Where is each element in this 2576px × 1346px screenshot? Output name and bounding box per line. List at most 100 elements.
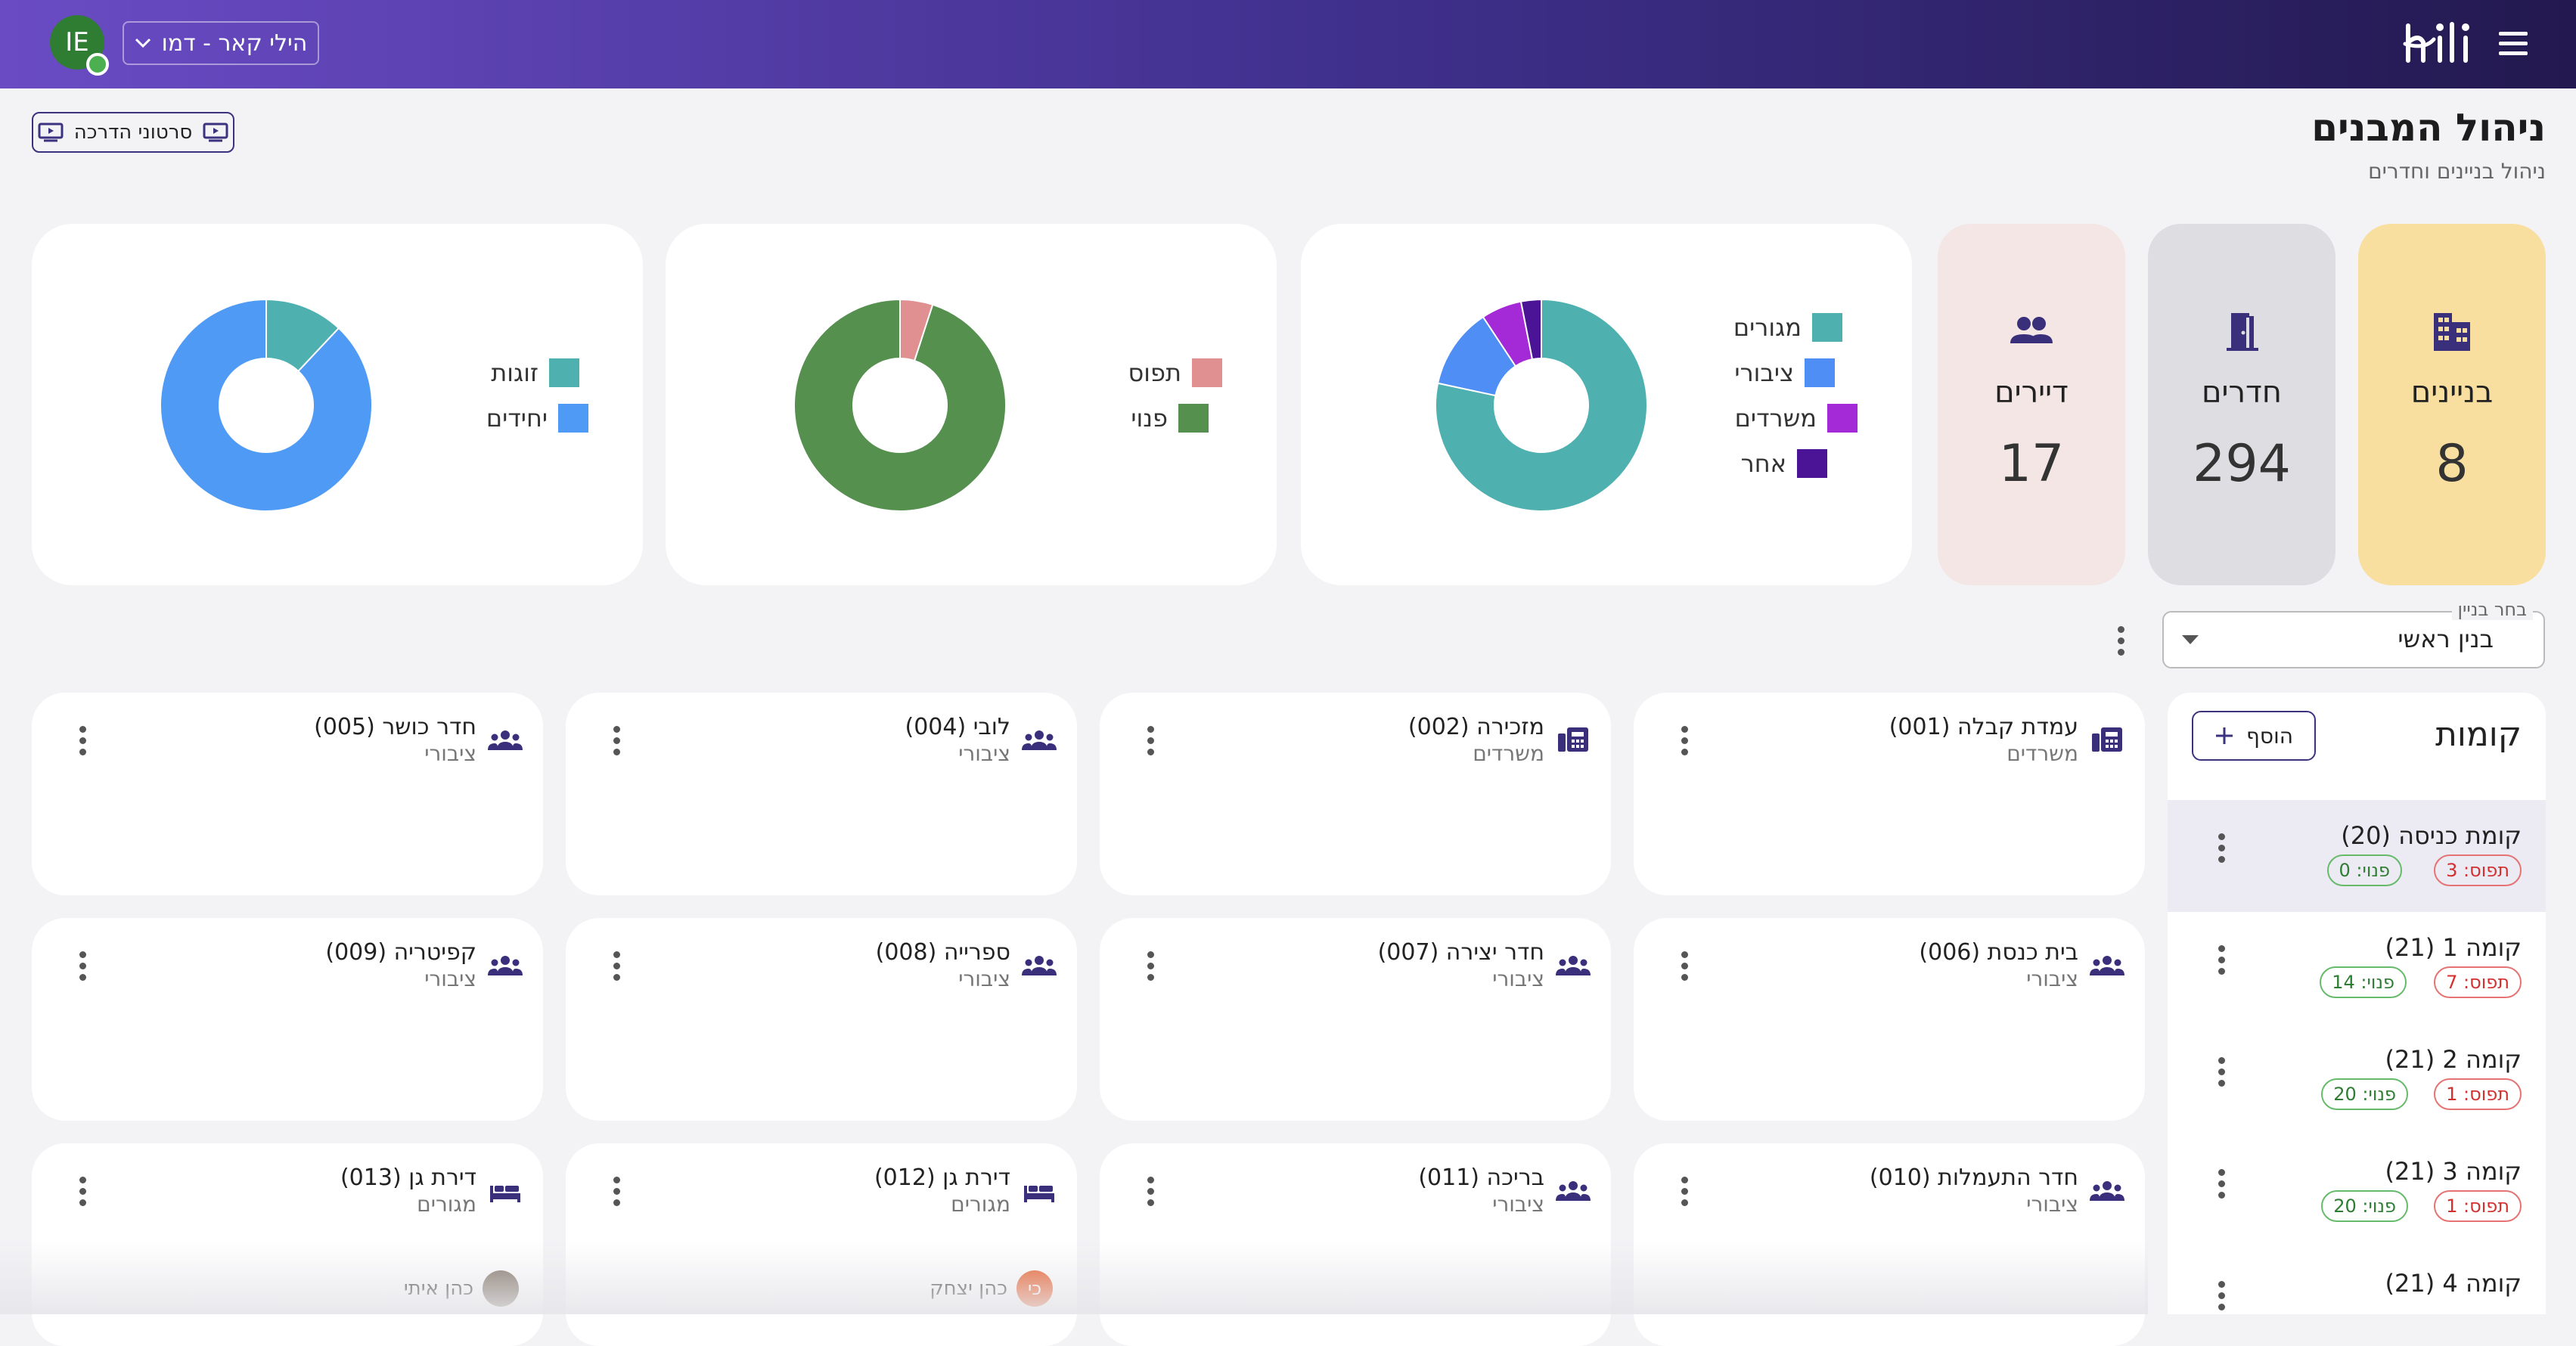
pie-slice [160,298,373,512]
room-name: דירת גן (013) [340,1165,476,1191]
room-more-icon[interactable] [613,726,620,755]
stat-label: חדרים [2201,375,2283,410]
floor-more-icon[interactable] [2218,833,2225,863]
legend-item: זוגות [491,358,579,387]
add-floor-button[interactable]: הוסף [2192,711,2316,761]
page-subtitle: ניהול בניינים וחדרים [2368,159,2546,184]
donut-chart-room-types [1435,298,1648,512]
floor-item[interactable]: קומה 1 (21) תפוס: 7 פנוי: 14 [2168,912,2546,1024]
floor-more-icon[interactable] [2218,1281,2225,1310]
room-card[interactable]: מזכירה (002) משרדים [1100,693,1611,895]
legend-item: אחר [1741,449,1827,478]
door-icon [2227,313,2258,351]
room-more-icon[interactable] [613,1177,620,1206]
room-more-icon[interactable] [79,726,86,755]
room-more-icon[interactable] [79,1177,86,1206]
page-title: ניהול המבנים [2311,106,2546,150]
building-select[interactable]: בחר בניין בנין ראשי [2162,599,2545,668]
chart-card-occupancy: תפוס פנוי [666,224,1277,585]
room-name: ספרייה (008) [875,939,1010,966]
video-icon [203,123,228,142]
group-icon [1021,724,1057,755]
room-card[interactable]: חדר יצירה (007) ציבורי [1100,918,1611,1121]
floor-item[interactable]: קומה 2 (21) תפוס: 1 פנוי: 20 [2168,1024,2546,1136]
pie-slice [1519,298,1542,361]
room-name: חדר יצירה (007) [1377,939,1544,966]
building-select-label: בחר בניין [2451,599,2533,620]
occupied-badge: תפוס: 7 [2434,966,2522,998]
building-select-value: בנין ראשי [2398,625,2494,653]
room-more-icon[interactable] [1147,726,1154,755]
room-card[interactable]: לובי (004) ציבורי [566,693,1077,895]
room-more-icon[interactable] [1147,1177,1154,1206]
user-avatar[interactable]: IE [50,15,104,70]
room-type: ציבורי [1492,1192,1544,1217]
room-name: קפיטריה (009) [325,939,476,966]
room-more-icon[interactable] [613,951,620,981]
free-badge: פנוי: 14 [2320,966,2407,998]
room-card[interactable]: עמדת קבלה (001) משרדים [1634,693,2145,895]
group-icon [2089,950,2125,980]
legend-item: פנוי [1131,404,1209,433]
group-icon [487,950,523,980]
room-type: ציבורי [2026,1192,2078,1217]
room-type: ציבורי [958,741,1010,766]
floors-title: קומות [2435,715,2522,754]
building-more-icon[interactable] [2117,626,2124,656]
group-icon [1555,1175,1591,1205]
tutorials-label: סרטוני הדרכה [73,121,193,144]
video-icon [38,123,64,142]
room-type: ציבורי [2026,966,2078,991]
legend-item: משרדים [1735,404,1858,433]
legend-item: יחידים [486,404,588,433]
free-badge: פנוי: 20 [2321,1078,2408,1110]
donut-chart-occupancy [793,298,1007,512]
room-type: משרדים [2006,741,2078,766]
room-name: דירת גן (012) [874,1165,1010,1191]
group-icon [1555,950,1591,980]
floor-more-icon[interactable] [2218,1169,2225,1199]
room-name: עמדת קבלה (001) [1889,714,2078,740]
room-card[interactable]: קפיטריה (009) ציבורי [32,918,543,1121]
room-more-icon[interactable] [79,951,86,981]
room-card[interactable]: חדר כושר (005) ציבורי [32,693,543,895]
hamburger-menu-icon[interactable] [2499,32,2528,56]
stat-card-residents: דיירים 17 [1938,224,2125,585]
room-card[interactable]: ספרייה (008) ציבורי [566,918,1077,1121]
room-more-icon[interactable] [1681,1177,1688,1206]
room-type: ציבורי [424,966,476,991]
top-app-bar [0,0,2576,88]
free-badge: פנוי: 0 [2326,854,2402,886]
floor-more-icon[interactable] [2218,1057,2225,1087]
tutorials-button[interactable]: סרטוני הדרכה [32,112,234,153]
legend-item: ציבורי [1734,358,1835,387]
room-more-icon[interactable] [1681,951,1688,981]
room-more-icon[interactable] [1681,726,1688,755]
floor-item[interactable]: קומת כניסה (20) תפוס: 3 פנוי: 0 [2168,800,2546,912]
people-icon [2010,317,2053,343]
stat-label: בניינים [2410,375,2494,410]
legend-item: תפוס [1128,358,1222,387]
donut-chart-residents [160,298,373,512]
stat-card-rooms: חדרים 294 [2148,224,2335,585]
room-name: מזכירה (002) [1407,714,1544,740]
group-icon [1021,950,1057,980]
building-icon [2434,313,2470,351]
occupied-badge: תפוס: 1 [2434,1078,2522,1110]
room-card[interactable]: בית כנסת (006) ציבורי [1634,918,2145,1121]
floor-item[interactable]: קומה 3 (21) תפוס: 1 פנוי: 20 [2168,1136,2546,1248]
floor-more-icon[interactable] [2218,945,2225,975]
occupied-badge: תפוס: 3 [2434,854,2522,886]
room-type: ציבורי [958,966,1010,991]
room-type: מגורים [951,1192,1010,1217]
caret-down-icon [2182,635,2199,644]
pie-slice [793,298,1007,512]
room-more-icon[interactable] [1147,951,1154,981]
floors-panel: קומות הוסף קומת כניסה (20) תפוס: 3 פנוי:… [2168,693,2546,1314]
floor-item[interactable]: קומה 4 (21) [2168,1248,2546,1314]
avatar-initials: IE [65,27,89,57]
room-type: ציבורי [424,741,476,766]
pie-slice [1435,298,1648,512]
account-selector[interactable]: הילי קאר - דמו [123,21,319,65]
stat-label: דיירים [1994,375,2069,410]
